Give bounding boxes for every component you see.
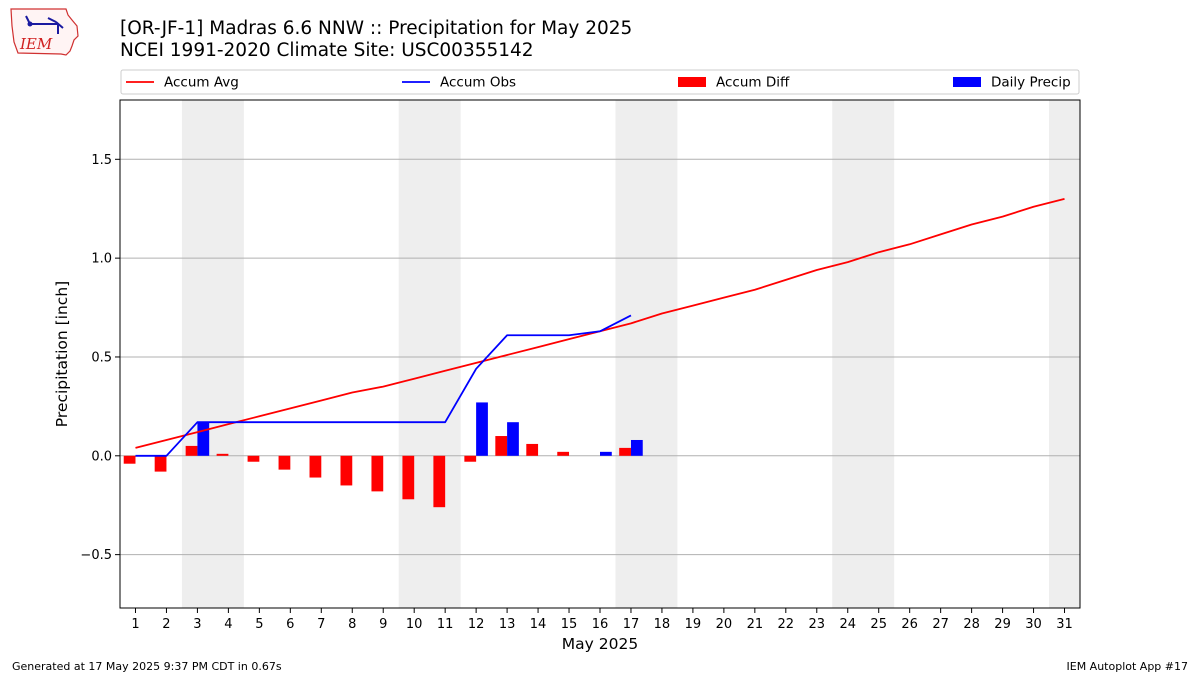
x-tick-label: 15 — [561, 617, 578, 632]
y-tick-label: −0.5 — [80, 548, 112, 563]
accum-diff-bar-6 — [278, 455, 291, 470]
y-tick-label: 1.0 — [91, 252, 112, 267]
x-tick-label: 10 — [406, 617, 423, 632]
footer-app: IEM Autoplot App #17 — [1066, 660, 1189, 673]
daily-precip-bar-12 — [476, 402, 488, 456]
daily-precip-bar-3 — [197, 422, 210, 456]
accum-diff-bar-13 — [495, 436, 508, 456]
weekend-span-2 — [615, 100, 678, 608]
x-tick-label: 12 — [468, 617, 485, 632]
accum-diff-bar-7 — [309, 455, 322, 478]
x-tick-label: 25 — [870, 617, 887, 632]
x-tick-label: 19 — [685, 617, 702, 632]
footer-generated: Generated at 17 May 2025 9:37 PM CDT in … — [12, 660, 282, 673]
x-tick-label: 8 — [348, 617, 356, 632]
chart-title-line2: NCEI 1991-2020 Climate Site: USC00355142 — [120, 40, 534, 61]
x-tick-label: 17 — [623, 617, 640, 632]
y-tick-label: 0.5 — [91, 350, 112, 365]
x-tick-label: 29 — [994, 617, 1011, 632]
plot-frame — [119, 99, 1081, 609]
x-tick-label: 5 — [255, 617, 263, 632]
y-axis-label: Precipitation [inch] — [53, 281, 71, 427]
grid-lines — [120, 158, 1080, 556]
x-tick-label: 24 — [839, 617, 856, 632]
accum-diff-bar-14 — [526, 443, 539, 456]
iem-logo: IEM — [10, 8, 79, 56]
chart-title: [OR-JF-1] Madras 6.6 NNW :: Precipitatio… — [120, 18, 632, 62]
daily-precip-bar-17 — [630, 439, 643, 456]
x-tick-label: 6 — [286, 617, 294, 632]
x-tick-label: 13 — [499, 617, 516, 632]
accum-diff-bar-12 — [464, 455, 477, 462]
x-tick-label: 3 — [193, 617, 201, 632]
legend-box — [120, 69, 1080, 95]
x-tick-label: 14 — [530, 617, 547, 632]
legend-label-daily-precip: Daily Precip — [991, 75, 1071, 91]
legend-swatch-daily-precip — [953, 77, 981, 87]
daily-precip-bar-13 — [507, 422, 519, 456]
x-tick-label: 9 — [379, 617, 387, 632]
accum-diff-bar-2 — [154, 455, 167, 472]
weather-station-icon — [25, 15, 64, 34]
x-tick-label: 7 — [317, 617, 325, 632]
x-tick-label: 4 — [224, 617, 232, 632]
accum-avg-line — [135, 197, 1065, 449]
weekend-shading — [181, 100, 1080, 608]
weekend-span-4 — [1049, 100, 1080, 608]
accum-diff-bar-11 — [433, 455, 446, 508]
weekend-span-3 — [832, 100, 895, 608]
legend-label-accum-diff: Accum Diff — [716, 75, 790, 91]
weekend-span-1 — [398, 100, 461, 608]
x-tick-label: 16 — [592, 617, 609, 632]
station-dot-icon — [27, 21, 33, 27]
x-tick-label: 26 — [901, 617, 918, 632]
lines — [135, 197, 1065, 457]
x-tick-label: 11 — [437, 617, 454, 632]
y-tick-label: 0.0 — [91, 449, 112, 464]
x-tick-label: 2 — [162, 617, 170, 632]
x-tick-label: 1 — [131, 617, 139, 632]
accum-diff-bar-5 — [247, 455, 260, 462]
logo-text: IEM — [19, 35, 53, 53]
chart-title-line1: [OR-JF-1] Madras 6.6 NNW :: Precipitatio… — [120, 18, 633, 39]
x-tick-label: 18 — [654, 617, 671, 632]
x-tick-label: 22 — [778, 617, 795, 632]
accum-diff-bar-17 — [619, 447, 631, 456]
legend-label-accum-avg: Accum Avg — [164, 75, 239, 91]
x-tick-label: 27 — [932, 617, 949, 632]
accum-obs-line — [135, 314, 632, 457]
x-tick-label: 21 — [747, 617, 764, 632]
x-tick-label: 23 — [809, 617, 826, 632]
daily-precip-bar-16 — [600, 451, 612, 456]
legend-swatch-accum-diff — [678, 77, 706, 87]
accum-diff-bar-8 — [340, 455, 353, 486]
axes: −0.50.00.51.01.51 2 3 4 5 6 7 8 9 10 11 12 13 14 15 16 1… — [53, 153, 1073, 653]
accum-diff-bar-3 — [185, 445, 198, 456]
accum-diff-bar-9 — [371, 455, 384, 492]
accum-diff-bar-4 — [216, 453, 229, 456]
x-tick-label: 20 — [716, 617, 733, 632]
x-tick-label: 28 — [963, 617, 980, 632]
legend-label-accum-obs: Accum Obs — [440, 75, 516, 91]
accum-diff-bar-1 — [123, 455, 136, 464]
x-tick-label: 31 — [1056, 617, 1073, 632]
weekend-span-0 — [181, 100, 244, 608]
accum-diff-bar-10 — [402, 455, 415, 500]
accum-diff-bar-15 — [557, 451, 570, 456]
legend: Accum Avg Accum Obs Accum Diff Daily Precip — [120, 69, 1080, 95]
x-axis-label: May 2025 — [562, 635, 638, 653]
bars — [123, 402, 643, 508]
y-tick-label: 1.5 — [91, 153, 112, 168]
x-tick-label: 30 — [1025, 617, 1042, 632]
